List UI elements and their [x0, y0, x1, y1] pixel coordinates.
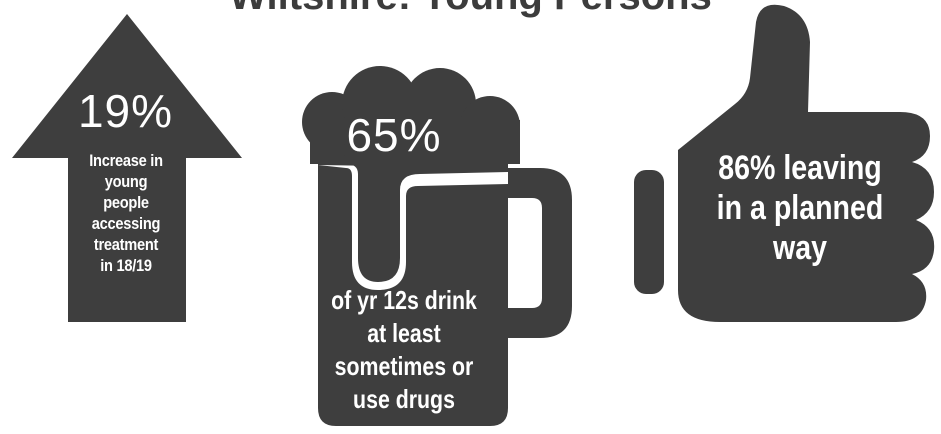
thumb-cuff [634, 170, 664, 294]
arrow-caption-line: young [104, 172, 148, 191]
mug-caption-line: use drugs [353, 384, 455, 414]
mug-handle [505, 168, 572, 338]
thumb-caption-line: 86% leaving [718, 149, 882, 187]
thumb-hand [678, 4, 935, 322]
mug-caption-line: of yr 12s drink [331, 285, 477, 315]
arrow-percent: 19% [77, 85, 174, 137]
mug-percent: 65% [346, 109, 442, 161]
thumb-caption-line: way [773, 229, 827, 267]
arrow-caption-line: people [103, 193, 149, 212]
mug-caption: of yr 12s drink at least sometimes or us… [312, 284, 496, 416]
arrow-caption-line: treatment [93, 235, 159, 254]
mug-caption-line: sometimes or [334, 351, 474, 381]
mug-caption-line: at least [367, 318, 441, 348]
thumb-caption-line: in a planned [716, 189, 884, 227]
arrow-caption-line: Increase in [89, 151, 163, 170]
thumb-caption: 86% leaving in a planned way [699, 148, 901, 268]
page-title: Wiltshire: Young Persons [0, 0, 941, 19]
arrow-caption: Increase in young people accessing treat… [74, 150, 177, 276]
arrow-caption-line: accessing [91, 214, 161, 233]
arrow-caption-line: in 18/19 [100, 256, 152, 275]
arrow-shape [12, 14, 242, 322]
